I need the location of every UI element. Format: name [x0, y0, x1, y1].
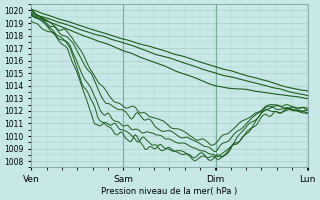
- X-axis label: Pression niveau de la mer( hPa ): Pression niveau de la mer( hPa ): [101, 187, 237, 196]
